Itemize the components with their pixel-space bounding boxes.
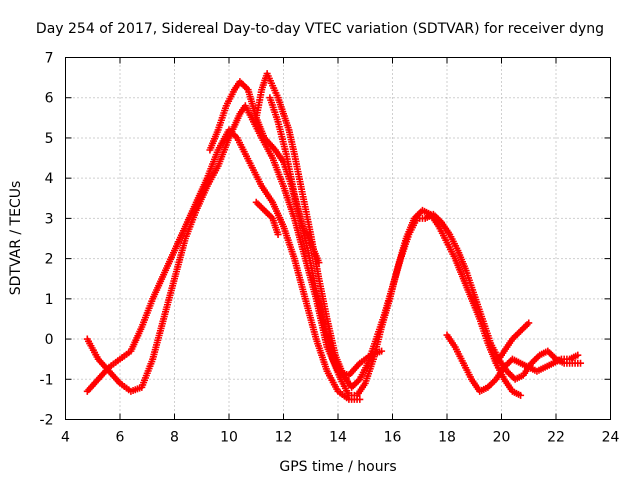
x-tick-label: 22 [547, 430, 565, 446]
y-tick-label: 1 [45, 292, 54, 308]
data-point [378, 347, 386, 355]
data-point [574, 351, 582, 359]
x-tick-label: 14 [329, 430, 347, 446]
x-tick-label: 6 [116, 430, 125, 446]
data-points [83, 70, 585, 403]
series-arc-1 [83, 126, 364, 403]
data-point [517, 391, 525, 399]
series-arc-7 [443, 331, 582, 395]
x-tick-label: 10 [220, 430, 238, 446]
data-point [274, 230, 282, 238]
x-axis: 4 6 8 10 12 14 16 18 20 22 24 [61, 57, 620, 446]
x-tick-label: 18 [438, 430, 456, 446]
series-arc-8 [492, 319, 533, 367]
series-arc-4 [252, 70, 585, 391]
data-point [525, 319, 533, 327]
y-axis: -2 -1 0 1 2 3 4 5 6 7 [40, 51, 611, 429]
y-tick-label: -2 [40, 413, 54, 429]
y-tick-label: 7 [45, 51, 54, 67]
series-arc-6 [266, 94, 323, 267]
y-tick-label: -1 [40, 372, 54, 388]
y-tick-label: 3 [45, 211, 54, 227]
data-point [356, 395, 364, 403]
x-tick-label: 12 [275, 430, 293, 446]
y-tick-label: 4 [45, 171, 54, 187]
x-tick-label: 20 [493, 430, 511, 446]
data-point [577, 359, 585, 367]
y-tick-label: 6 [45, 91, 54, 107]
series-arc-5 [252, 198, 282, 238]
x-tick-label: 8 [170, 430, 179, 446]
x-axis-label: GPS time / hours [279, 459, 396, 475]
x-tick-label: 24 [602, 430, 620, 446]
y-tick-label: 5 [45, 131, 54, 147]
data-point [315, 259, 323, 267]
y-tick-label: 2 [45, 252, 54, 268]
x-tick-label: 16 [384, 430, 402, 446]
x-tick-label: 4 [61, 430, 70, 446]
y-axis-label: SDTVAR / TECUs [8, 181, 24, 296]
chart-title: Day 254 of 2017, Sidereal Day-to-day VTE… [36, 21, 604, 37]
y-tick-label: 0 [45, 332, 54, 348]
